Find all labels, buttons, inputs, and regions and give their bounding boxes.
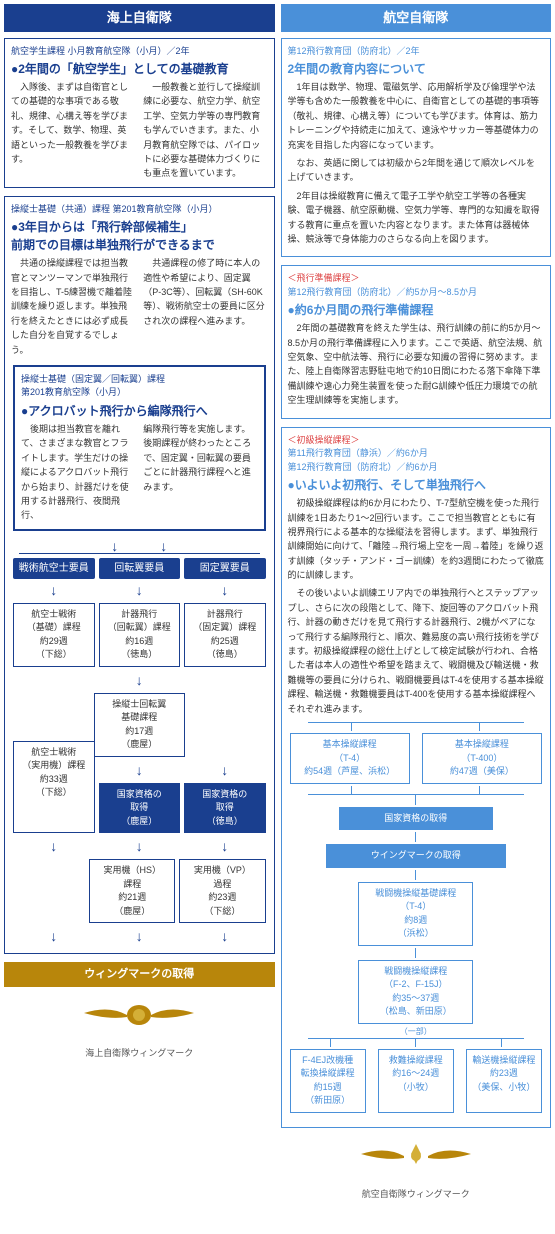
- navy-section-3: 操縦士基礎（固定翼／回転翼）課程 第201教育航空隊（小月） ●アクロバット飛行…: [13, 365, 266, 531]
- para: 2年間の基礎教育を終えた学生は、飛行訓練の前に約5か月〜8.5か月の飛行準備課程…: [288, 321, 545, 407]
- navy-section-1: 航空学生課程 小月教育航空隊（小月）／2年 ●2年間の「航空学生」としての基礎教…: [4, 38, 275, 188]
- body-left: 入隊後、まずは自衛官としての基礎的な事項である敬礼、規律、心構え等を学びます。そ…: [11, 80, 135, 181]
- flow-box: 基本操縦課程 （T-400） 約47週（美保）: [422, 733, 542, 784]
- navy-flow: 戦術航空士要員 回転翼要員 固定翼要員 ↓ ↓ ↓ 航空士戦術 （基礎）課程 約…: [11, 558, 268, 944]
- arrow-icon: ↓: [97, 763, 183, 777]
- wing-badge-icon: [281, 1136, 552, 1181]
- flow-box: 実用機（VP） 過程 約23週 （下総）: [179, 859, 265, 923]
- flow-header: 固定翼要員: [184, 558, 266, 579]
- arrow-icon: ↓: [97, 673, 183, 687]
- sub: 第11飛行教育団（静浜）／約6か月 第12飛行教育団（防府北）／約6か月: [288, 447, 545, 474]
- body-right: 一般教養と並行して操縦訓練に必要な、航空力学、航空工学、空気力学等の専門教育も学…: [143, 80, 267, 181]
- arrow-icon: ↓: [11, 929, 97, 943]
- navy-column: 海上自衛隊 航空学生課程 小月教育航空隊（小月）／2年 ●2年間の「航空学生」と…: [4, 4, 275, 1202]
- sub: 第12飛行教育団（防府北）／2年: [288, 45, 545, 59]
- flow-box: 操縦士回転翼 基礎課程 約17週 （鹿屋）: [94, 693, 185, 757]
- arrow-icon: ↓: [11, 839, 97, 853]
- body-left: 共通の操縦課程では担当教官とマンツーマンで単独飛行を目指し、T-5練習機で離着陸…: [11, 256, 135, 357]
- arrow-icon: ↓: [97, 929, 183, 943]
- sub: 航空学生課程 小月教育航空隊（小月）／2年: [11, 45, 268, 59]
- arrow-icon: ↓ ↓: [11, 539, 268, 553]
- flow-box: 戦闘機操縦課程 （F-2、F-15J） 約35〜37週 （松島、新田原）: [358, 960, 473, 1024]
- sub: 第12飛行教育団（防府北）／約5か月〜8.5か月: [288, 286, 545, 300]
- tag: ＜初級操縦課程＞: [288, 434, 545, 448]
- flow-header: 戦術航空士要員: [13, 558, 95, 579]
- flow-box: 輸送機操縦課程 約23週 （美保、小牧）: [466, 1049, 542, 1113]
- para: その後いよいよ訓練エリア内での単独飛行へとステップアップし、さらに次の段階として…: [288, 586, 545, 716]
- title: 2年間の教育内容について: [288, 60, 545, 78]
- air-header: 航空自衛隊: [281, 4, 552, 32]
- wing-bar: ウィングマークの取得: [4, 962, 275, 987]
- wing-caption: 航空自衛隊ウィングマーク: [281, 1188, 552, 1202]
- body-right: 編隊飛行等を実施します。後期課程が終わったところで、固定翼・回転翼の要員ごとに計…: [143, 422, 257, 523]
- flow-box: 国家資格の 取得 （徳島）: [184, 783, 266, 834]
- arrow-icon: ↓: [182, 929, 268, 943]
- flow-box: 航空士戦術 （基礎）課程 約29週 （下総）: [13, 603, 95, 667]
- air-flow: 基本操縦課程 （T-4） 約54週（芦屋、浜松） 基本操縦課程 （T-400） …: [288, 722, 545, 1115]
- air-column: 航空自衛隊 第12飛行教育団（防府北）／2年 2年間の教育内容について 1年目は…: [281, 4, 552, 1202]
- para: 1年目は数学、物理、電磁気学、応用解析学及び倫理学や法学等も含めた一般教養を中心…: [288, 80, 545, 152]
- arrow-icon: ↓: [97, 839, 183, 853]
- arrow-icon: ↓: [182, 763, 268, 777]
- air-section-3: ＜初級操縦課程＞ 第11飛行教育団（静浜）／約6か月 第12飛行教育団（防府北）…: [281, 427, 552, 1128]
- title: ●2年間の「航空学生」としての基礎教育: [11, 60, 268, 78]
- flow-box: 国家資格の 取得 （鹿屋）: [99, 783, 181, 834]
- body-left: 後期は担当教官を離れて、さまざまな教官とフライトします。学生だけの操縦によるアク…: [21, 422, 135, 523]
- navy-section-2: 操縦士基礎（共通）課程 第201教育航空隊（小月） ●3年目からは「飛行幹部候補…: [4, 196, 275, 954]
- arrow-icon: ↓: [182, 839, 268, 853]
- para: 初級操縦課程は約6か月にわたり、T-7型航空機を使った飛行訓練を1日あたり1〜2…: [288, 496, 545, 582]
- title: ●いよいよ初飛行、そして単独飛行へ: [288, 476, 545, 494]
- flow-box: 基本操縦課程 （T-4） 約54週（芦屋、浜松）: [290, 733, 410, 784]
- flow-box: 実用機（HS） 課程 約21週 （鹿屋）: [89, 859, 175, 923]
- arrow-icon: ↓: [182, 583, 268, 597]
- flow-box: ウイングマークの取得: [326, 844, 506, 868]
- arrow-icon: ↓: [97, 583, 183, 597]
- navy-header: 海上自衛隊: [4, 4, 275, 32]
- body-right: 共通課程の修了時に本人の適性や希望により、固定翼（P-3C等）、回転翼（SH-6…: [143, 256, 267, 357]
- flow-box: 戦闘機操縦基礎課程 （T-4） 約8週 （浜松）: [358, 882, 473, 946]
- flow-box: 救難操縦課程 約16〜24週 （小牧）: [378, 1049, 454, 1113]
- wing-caption: 海上自衛隊ウィングマーク: [4, 1047, 275, 1061]
- flow-box: F-4EJ改機種 転換操縦課程 約15週 （新田原）: [290, 1049, 366, 1113]
- tag: ＜飛行準備課程＞: [288, 272, 545, 286]
- air-section-2: ＜飛行準備課程＞ 第12飛行教育団（防府北）／約5か月〜8.5か月 ●約6か月間…: [281, 265, 552, 418]
- flow-box: 計器飛行 （固定翼）課程 約25週 （徳島）: [184, 603, 266, 667]
- flow-header: 回転翼要員: [99, 558, 181, 579]
- title: ●約6か月間の飛行準備課程: [288, 301, 545, 319]
- wing-badge-icon: [4, 995, 275, 1040]
- para: なお、英語に関しては初級から2年間を通じて順次レベルを上げていきます。: [288, 156, 545, 185]
- title: ●3年目からは「飛行幹部候補生」 前期での目標は単独飛行ができるまで: [11, 218, 268, 254]
- air-section-1: 第12飛行教育団（防府北）／2年 2年間の教育内容について 1年目は数学、物理、…: [281, 38, 552, 258]
- flow-box: 国家資格の取得: [339, 807, 493, 831]
- arrow-icon: ↓: [11, 583, 97, 597]
- sub: 操縦士基礎（固定翼／回転翼）課程 第201教育航空隊（小月）: [21, 373, 258, 400]
- sub: 操縦士基礎（共通）課程 第201教育航空隊（小月）: [11, 203, 268, 217]
- title: ●アクロバット飛行から編隊飛行へ: [21, 402, 258, 420]
- flow-box: 航空士戦術 （実用機）課程 約33週 （下総）: [13, 741, 95, 834]
- note: （一部）: [288, 1026, 545, 1038]
- flow-box: 計器飛行 （回転翼）課程 約16週 （徳島）: [99, 603, 181, 667]
- para: 2年目は操縦教育に備えて電子工学や航空工学等の各種実験、電子機器、航空原動機、空…: [288, 189, 545, 247]
